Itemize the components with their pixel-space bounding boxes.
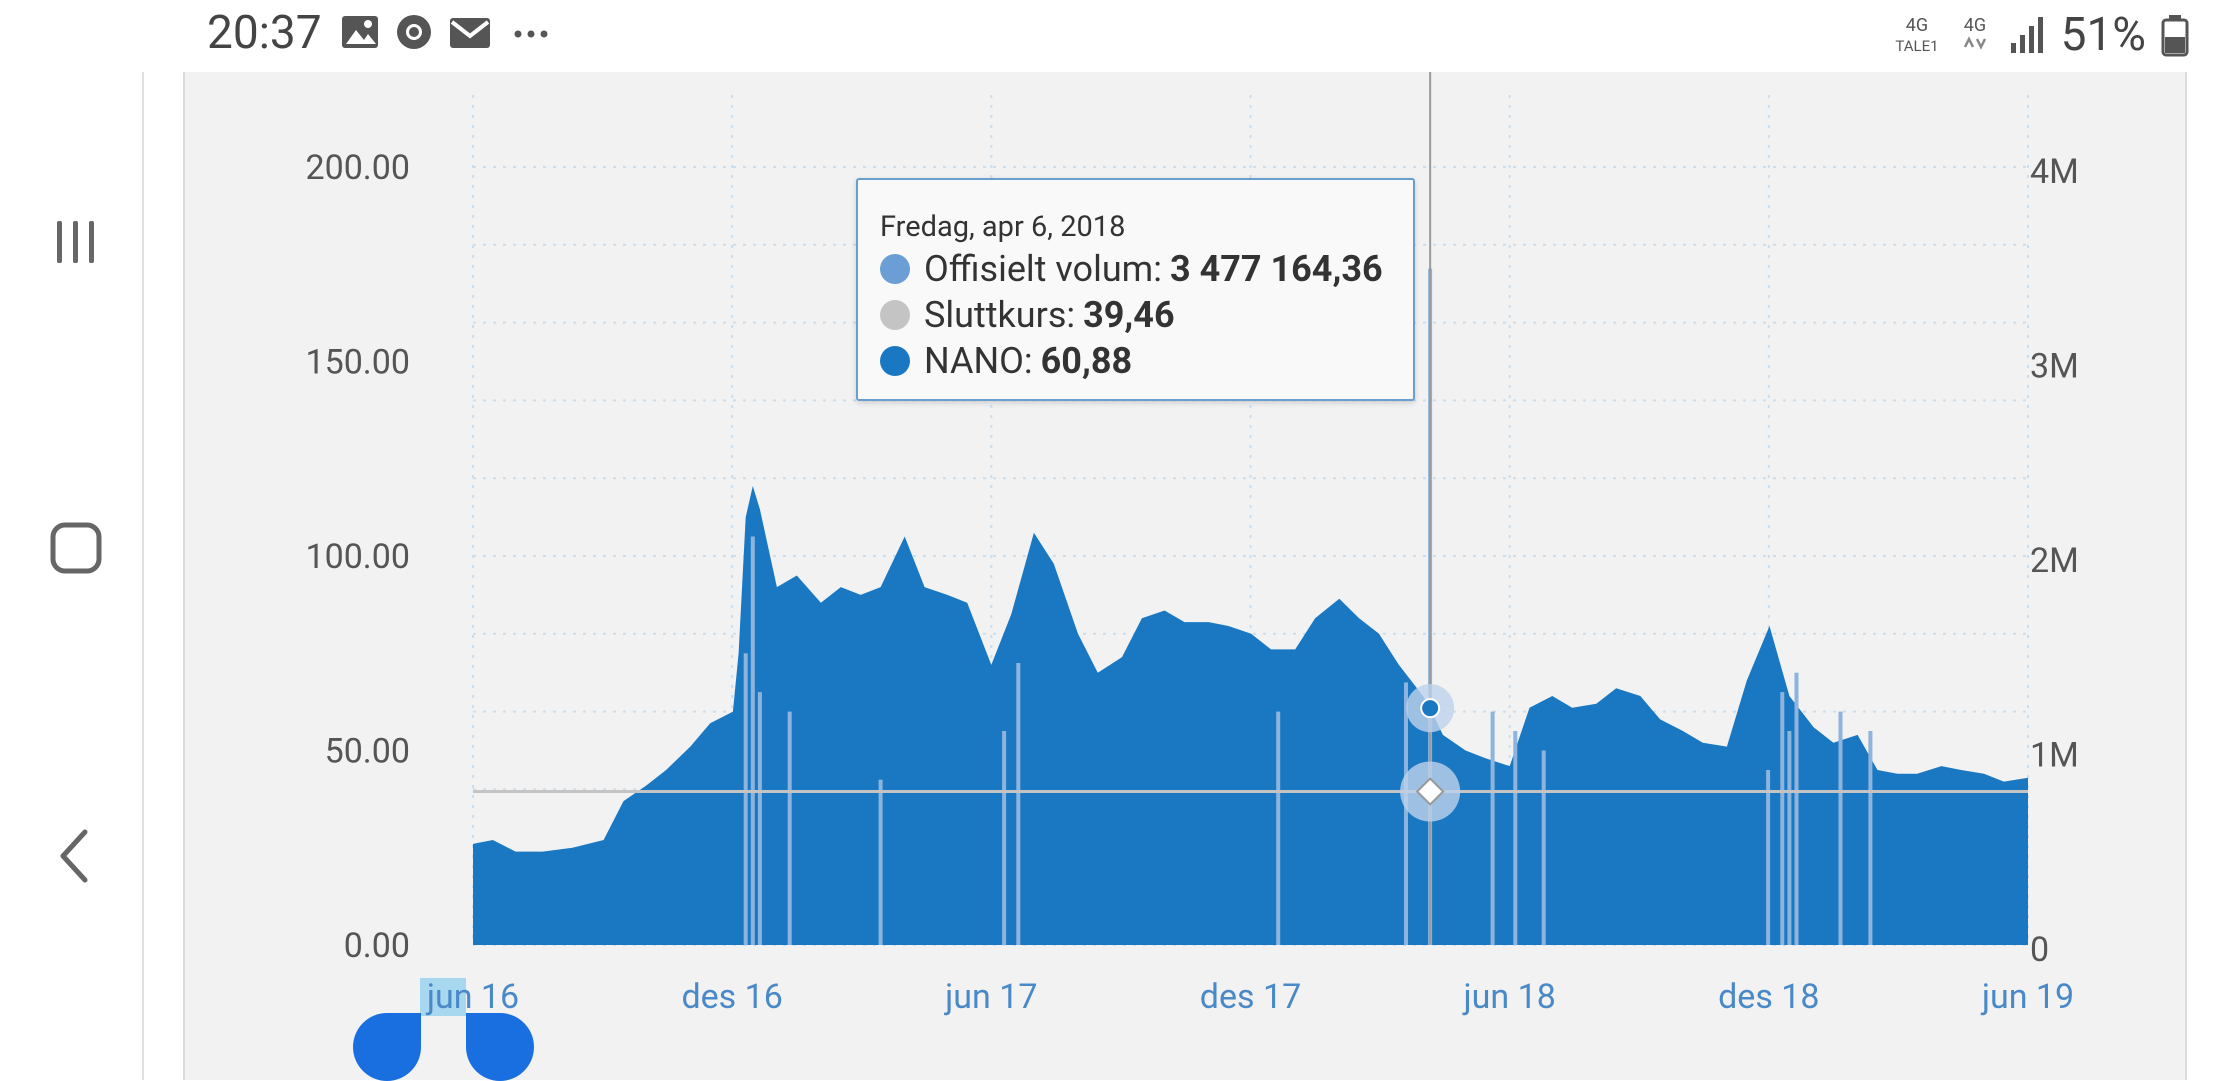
battery-icon	[2161, 15, 2189, 57]
back-icon	[60, 829, 88, 883]
system-status-icons: 4G TALE1 4G 51%	[1891, 8, 2190, 62]
volume-bar	[1838, 711, 1843, 945]
x-tick-label: des 18	[1718, 977, 1819, 1017]
y-tick-label: 150.00	[305, 343, 410, 383]
y2-tick-label: 2M	[2030, 541, 2079, 581]
y2-tick-label: 3M	[2030, 347, 2079, 387]
navigation-bar	[0, 0, 144, 1080]
network-label-sub: TALE1	[1895, 37, 1938, 55]
y2-tick-label: 1M	[2030, 736, 2079, 776]
signal-icon	[2010, 17, 2043, 53]
range-handle-right[interactable]	[466, 1013, 534, 1081]
tooltip-row-close: Sluttkurs: 39,46	[880, 294, 1175, 336]
close-legend-dot	[880, 300, 910, 330]
network-label-1: 4G	[1905, 15, 1927, 36]
volume-bar	[787, 711, 792, 945]
volume-bar	[1276, 711, 1281, 945]
y-tick-label: 200.00	[305, 148, 410, 188]
notification-icons	[340, 12, 556, 52]
volume-bar	[757, 692, 762, 945]
volume-bar	[1794, 672, 1799, 945]
x-tick-label: jun 19	[1980, 977, 2074, 1017]
volume-bar	[743, 653, 748, 946]
volume-bar	[1787, 731, 1792, 945]
tooltip-row-nano: NANO: 60,88	[880, 340, 1132, 382]
chart-crosshair	[473, 72, 2028, 945]
volume-bar	[1513, 731, 1518, 945]
volume-bar	[878, 779, 883, 945]
volume-bar	[1002, 731, 1007, 945]
left-axis-ticks: 0.00 50.00 100.00 150.00 200.00	[305, 148, 410, 966]
recent-apps-icon	[57, 221, 94, 263]
y-tick-label: 0.00	[344, 926, 410, 966]
home-icon	[50, 522, 102, 574]
tooltip-close-label: Sluttkurs:	[924, 294, 1076, 336]
volume-bar	[1780, 692, 1785, 945]
status-bar: 20:37 4G TALE1 4G	[142, 0, 2220, 72]
right-axis-ticks: 0 1M 2M 3M 4M	[2030, 152, 2079, 970]
tooltip-volume-label: Offisielt volum:	[924, 248, 1162, 290]
tooltip-nano-label: NANO:	[924, 340, 1033, 382]
tooltip-row-volume: Offisielt volum: 3 477 164,36	[880, 248, 1383, 290]
volume-bar	[1490, 711, 1495, 945]
volume-bar	[1868, 731, 1873, 945]
close-hover-point	[1415, 777, 1445, 806]
y2-tick-label: 4M	[2030, 152, 2079, 192]
more-dots-icon	[514, 30, 548, 38]
nano-legend-dot	[880, 346, 910, 376]
volume-bar	[750, 536, 755, 945]
recent-apps-button[interactable]	[36, 202, 116, 282]
x-tick-label: des 17	[1200, 977, 1301, 1017]
x-tick-label: des 16	[681, 977, 782, 1017]
volume-bar	[1016, 663, 1021, 945]
volume-legend-dot	[880, 254, 910, 284]
volume-bar	[1766, 770, 1771, 945]
volume-bar	[1404, 682, 1408, 945]
nano-area-series	[473, 486, 2028, 945]
x-label-highlight	[420, 978, 466, 1016]
chrome-icon	[397, 15, 431, 49]
chart-tooltip: Fredag, apr 6, 2018 Offisielt volum: 3 4…	[856, 178, 1415, 401]
y2-tick-label: 0	[2030, 930, 2049, 970]
home-button[interactable]	[36, 508, 116, 588]
tooltip-nano-value: 60,88	[1040, 340, 1133, 382]
tooltip-date: Fredag, apr 6, 2018	[880, 210, 1126, 244]
tooltip-volume-value: 3 477 164,36	[1169, 248, 1383, 290]
x-tick-label: jun 17	[943, 977, 1037, 1017]
x-tick-label: jun 18	[1462, 977, 1556, 1017]
volume-bar	[1541, 750, 1546, 945]
battery-percent: 51%	[2060, 8, 2146, 62]
x-axis-ticks: jun 16 des 16 jun 17 des 17 jun 18 des 18 jun …	[420, 977, 2074, 1017]
mail-icon	[450, 18, 490, 48]
image-icon	[342, 16, 378, 48]
network-4g-icon: 4G TALE1	[1895, 15, 1938, 55]
back-button[interactable]	[36, 816, 116, 896]
nano-hover-point	[1420, 698, 1441, 719]
x-tick-label: jun 16	[425, 977, 519, 1017]
data-transfer-icon: 4G	[1963, 15, 1986, 50]
y-tick-label: 100.00	[305, 537, 410, 577]
network-label-2: 4G	[1963, 15, 1985, 36]
tooltip-close-value: 39,46	[1083, 294, 1175, 336]
range-handle-left[interactable]	[353, 1013, 421, 1081]
y-tick-label: 50.00	[325, 732, 410, 772]
status-time: 20:37	[207, 6, 322, 60]
